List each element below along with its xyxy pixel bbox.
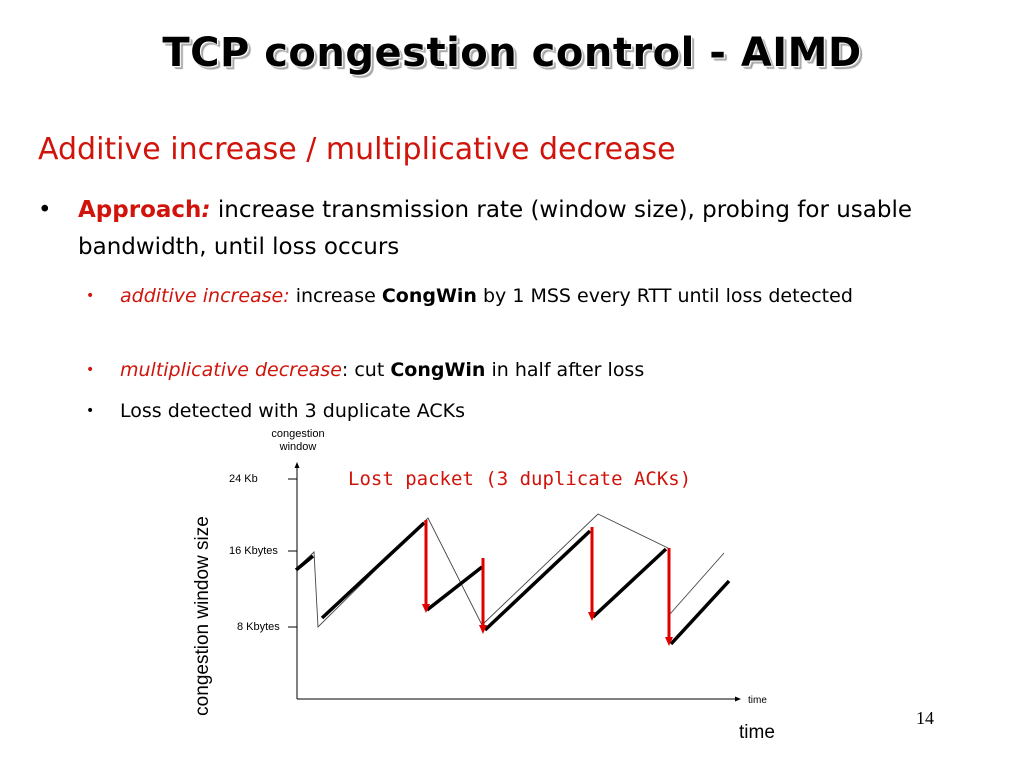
y-axis-title-text: congestion window size	[192, 516, 213, 716]
sub-bullet-text-part: increase	[289, 285, 382, 307]
x-axis-arrow-icon	[735, 696, 741, 702]
window-segment	[320, 521, 426, 620]
lost-packet-label: Lost packet (3 duplicate ACKs)	[348, 468, 692, 490]
sub-bullet-text-part: in half after loss	[485, 359, 645, 381]
page-number: 14	[916, 708, 934, 728]
subheading: Additive increase / multiplicative decre…	[38, 132, 676, 167]
window-segment	[669, 579, 731, 646]
sub-bullet-text: Loss detected with 3 duplicate ACKs	[120, 400, 466, 422]
approach-colon: :	[201, 197, 211, 223]
y-tick-label-16: 16 Kbytes	[229, 545, 278, 557]
congwin-term: CongWin	[390, 359, 486, 381]
loss-drop	[422, 520, 430, 613]
bullet-marker: •	[86, 362, 95, 378]
y-axis-arrow-icon	[294, 462, 300, 468]
bullet-marker: •	[86, 288, 95, 304]
sub-bullet-text: additive increase: increase CongWin by 1…	[120, 281, 946, 311]
sub-bullet-additive: • additive increase: increase CongWin by…	[86, 281, 946, 311]
main-bullet-text: Approach: increase transmission rate (wi…	[78, 192, 988, 266]
loss-drop	[588, 527, 596, 621]
multiplicative-decrease-label: multiplicative decrease	[120, 359, 342, 381]
bullet-marker: •	[86, 403, 95, 419]
y-tick-label-8: 8 Kbytes	[237, 621, 280, 633]
bullet-marker: •	[38, 197, 52, 223]
congestion-window-axis-label: congestion window	[271, 428, 325, 453]
main-bullet: • Approach: increase transmission rate (…	[38, 192, 988, 266]
window-segment	[483, 529, 592, 632]
sub-bullet-multiplicative: • multiplicative decrease: cut CongWin i…	[86, 355, 946, 385]
approach-text: increase transmission rate (window size)…	[78, 197, 913, 260]
window-segment	[591, 547, 668, 619]
congwin-term: CongWin	[381, 285, 477, 307]
window-segment	[294, 554, 315, 572]
sub-bullet-text-part: by 1 MSS every RTT until loss detected	[476, 285, 853, 307]
sub-bullet-text: multiplicative decrease: cut CongWin in …	[120, 355, 946, 385]
y-tick-label-24: 24 Kb	[229, 473, 258, 485]
slide-title: TCP congestion control - AIMD	[162, 30, 862, 76]
x-axis-label-small: time	[748, 695, 767, 706]
window-segment	[425, 565, 484, 612]
approach-label: Approach	[78, 197, 202, 223]
x-axis-label: time	[739, 722, 775, 743]
additive-increase-label: additive increase:	[120, 285, 290, 307]
thin-window-curve	[296, 513, 725, 629]
sub-bullet-text-part: : cut	[341, 359, 391, 381]
sub-bullet-loss-detection: • Loss detected with 3 duplicate ACKs	[86, 396, 946, 426]
loss-drop	[665, 548, 673, 646]
loss-drop	[479, 558, 487, 634]
